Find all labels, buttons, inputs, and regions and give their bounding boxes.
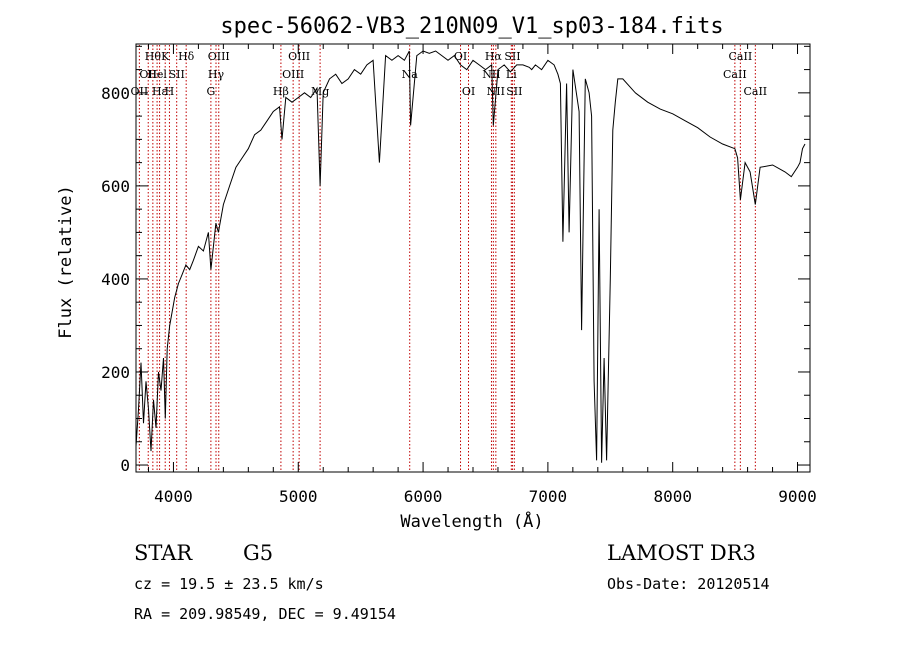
redshift-velocity: cz = 19.5 ± 23.5 km/s [134,575,324,593]
observation-date: Obs-Date: 20120514 [607,575,770,593]
line-marker-label: Hθ [145,50,162,63]
line-marker-label: OIII [288,50,310,63]
line-marker-label: Hα [485,50,503,63]
line-marker-label: OII [131,85,149,98]
line-marker-label: Li [506,68,517,81]
line-marker-label: OIII [208,50,230,63]
y-axis-label: Flux (relative) [56,185,76,339]
x-tick-label: 7000 [529,487,568,506]
line-marker-label: G [206,85,215,98]
survey-name: LAMOST DR3 [607,541,756,565]
axis-ticks: 4000 5000 6000 7000 8000 9000 0 200 400 600 800 [101,44,817,506]
line-marker-label: K [161,50,170,63]
spectrum-line [135,50,806,463]
line-marker-label: Hδ [178,50,195,63]
line-marker-label: CaII [743,85,767,98]
x-tick-label: 5000 [279,487,318,506]
line-marker-label: H [165,85,175,98]
object-subclass: G5 [243,541,273,565]
y-tick-label: 200 [101,363,130,382]
line-marker-label: OI [462,85,475,98]
x-tick-label: 4000 [154,487,193,506]
y-tick-label: 800 [101,84,130,103]
line-marker-label: OII [139,68,157,81]
line-marker-label: CaII [723,68,747,81]
line-marker-label: Hβ [273,85,289,98]
line-marker-label: SII [504,50,520,63]
coordinates: RA = 209.98549, DEC = 9.49154 [134,605,396,623]
y-tick-label: 600 [101,177,130,196]
line-markers [138,45,756,471]
x-tick-label: 8000 [653,487,692,506]
y-tick-label: 0 [120,456,130,475]
line-marker-label: SII [506,85,522,98]
chart-title: spec-56062-VB3_210N09_V1_sp03-184.fits [220,14,723,39]
line-marker-label: CaII [729,50,753,63]
x-axis-label: Wavelength (Å) [400,510,543,532]
plot-frame [135,43,811,473]
object-class: STAR [134,541,193,565]
y-tick-label: 400 [101,270,130,289]
line-marker-label: Hel [147,68,167,81]
line-marker-label: Hε [152,85,168,98]
line-marker-label: OIII [282,68,304,81]
x-tick-label: 6000 [404,487,443,506]
line-marker-labels: OIIOIIHθHelHεKHSIIHδGHγOIIIHβOIIIOIIIMgN… [131,50,768,98]
x-tick-label: 9000 [778,487,817,506]
line-marker-label: SII [169,68,185,81]
line-marker-label: Mg [311,85,329,98]
line-marker-label: OI [454,50,467,63]
line-marker-label: Hγ [208,68,225,81]
